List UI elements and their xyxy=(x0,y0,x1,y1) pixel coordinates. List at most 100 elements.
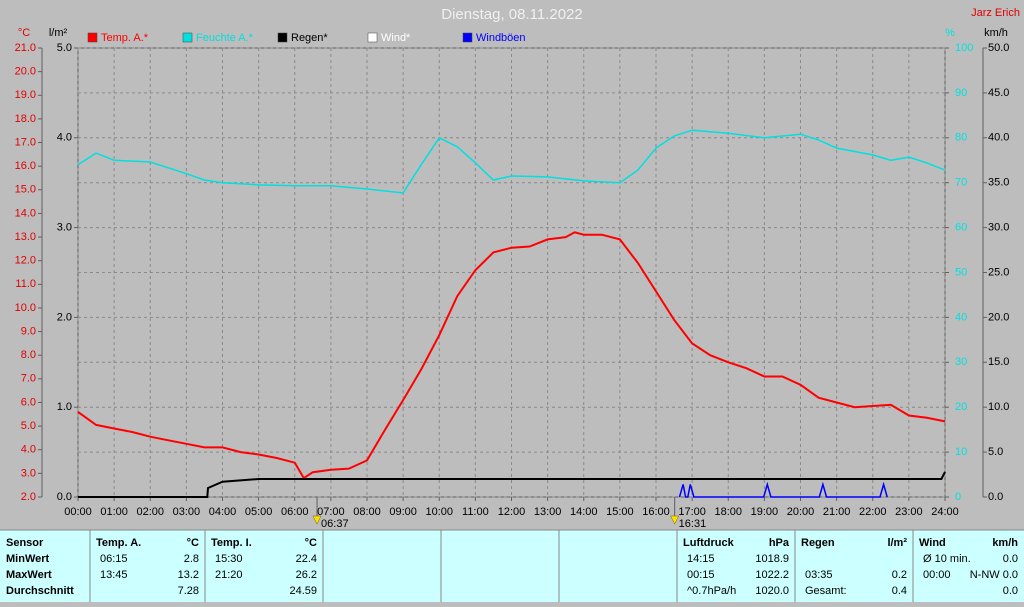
legend-label: Wind* xyxy=(381,32,411,44)
y4ticks-label: 10.0 xyxy=(988,401,1009,413)
y3ticks-label: 0 xyxy=(955,491,961,503)
watermark: Jarz Erich xyxy=(971,7,1020,19)
yticks-label: 20.0 xyxy=(15,66,36,78)
yticks-label: 9.0 xyxy=(21,325,36,337)
x-tick-label: 22:00 xyxy=(859,506,887,518)
x-tick-label: 14:00 xyxy=(570,506,598,518)
table-cell: 00:15 xyxy=(687,569,715,581)
x-tick-label: 07:00 xyxy=(317,506,345,518)
table-cell: 0.4 xyxy=(892,585,907,597)
table-cell: 13.2 xyxy=(178,569,199,581)
y3ticks-label: 60 xyxy=(955,222,967,234)
table-cell: 15:30 xyxy=(215,553,243,565)
table-cell: 00:00 xyxy=(923,569,951,581)
table-cell: 03:35 xyxy=(805,569,833,581)
row-label: Durchschnitt xyxy=(6,585,74,597)
yticks-label: 15.0 xyxy=(15,184,36,196)
table-header: Wind xyxy=(919,537,946,549)
row-label: MaxWert xyxy=(6,569,52,581)
y4ticks-label: 25.0 xyxy=(988,266,1009,278)
table-cell: 26.2 xyxy=(296,569,317,581)
x-tick-label: 08:00 xyxy=(353,506,381,518)
y3ticks-label: 30 xyxy=(955,356,967,368)
y4ticks-label: 5.0 xyxy=(988,446,1003,458)
table-cell: 06:15 xyxy=(100,553,128,565)
row-label: Sensor xyxy=(6,537,44,549)
y4ticks-label: 30.0 xyxy=(988,222,1009,234)
yticks-label: 18.0 xyxy=(15,113,36,125)
legend-label: Regen* xyxy=(291,32,328,44)
axis-unit: % xyxy=(945,27,955,39)
row-label: MinWert xyxy=(6,553,50,565)
table-header: Temp. A. xyxy=(96,537,141,549)
x-tick-label: 10:00 xyxy=(425,506,453,518)
yticks-label: 3.0 xyxy=(21,467,36,479)
x-tick-label: 09:00 xyxy=(389,506,417,518)
y3ticks-label: 70 xyxy=(955,177,967,189)
legend-label: Windböen xyxy=(476,32,526,44)
table-cell: 0.0 xyxy=(1003,585,1018,597)
yticks-label: 19.0 xyxy=(15,89,36,101)
legend-swatch xyxy=(182,32,193,43)
yticks-label: 10.0 xyxy=(15,302,36,314)
y4ticks-label: 0.0 xyxy=(988,491,1003,503)
series-line xyxy=(77,129,946,194)
x-tick-label: 04:00 xyxy=(209,506,237,518)
y3ticks-label: 80 xyxy=(955,132,967,144)
y2ticks-label: 0.0 xyxy=(57,491,72,503)
axis-unit: l/m² xyxy=(49,27,68,39)
legend-swatch xyxy=(367,32,378,43)
x-tick-label: 21:00 xyxy=(823,506,851,518)
y4ticks-label: 15.0 xyxy=(988,356,1009,368)
x-tick-label: 02:00 xyxy=(136,506,164,518)
table-cell: 22.4 xyxy=(296,553,317,565)
x-tick-label: 05:00 xyxy=(245,506,273,518)
x-tick-label: 18:00 xyxy=(714,506,742,518)
table-cell: Gesamt: xyxy=(805,585,847,597)
y4ticks-label: 50.0 xyxy=(988,42,1009,54)
yticks-label: 16.0 xyxy=(15,160,36,172)
sun-marker-label: 16:31 xyxy=(679,518,707,530)
x-tick-label: 15:00 xyxy=(606,506,634,518)
table-header: Temp. I. xyxy=(211,537,252,549)
x-tick-label: 13:00 xyxy=(534,506,562,518)
series-line xyxy=(678,481,888,498)
table-cell: N-NW 0.0 xyxy=(970,569,1018,581)
yticks-label: 13.0 xyxy=(15,231,36,243)
y4ticks-label: 40.0 xyxy=(988,132,1009,144)
y3ticks-label: 20 xyxy=(955,401,967,413)
x-tick-label: 01:00 xyxy=(100,506,128,518)
yticks-label: 12.0 xyxy=(15,255,36,267)
table-cell: 1022.2 xyxy=(755,569,789,581)
y3ticks-label: 50 xyxy=(955,266,967,278)
y2ticks-label: 5.0 xyxy=(57,42,72,54)
x-tick-label: 20:00 xyxy=(787,506,815,518)
y3ticks-label: 100 xyxy=(955,42,973,54)
table-header: Luftdruck xyxy=(683,537,735,549)
x-tick-label: 03:00 xyxy=(173,506,201,518)
series-line xyxy=(77,231,946,480)
x-tick-label: 16:00 xyxy=(642,506,670,518)
table-cell: 7.28 xyxy=(178,585,199,597)
table-cell: ^0.7hPa/h xyxy=(687,585,736,597)
x-tick-label: 23:00 xyxy=(895,506,923,518)
yticks-label: 8.0 xyxy=(21,349,36,361)
table-header: hPa xyxy=(769,537,790,549)
y3ticks-label: 10 xyxy=(955,446,967,458)
table-cell: 0.2 xyxy=(892,569,907,581)
legend-swatch xyxy=(277,32,288,43)
table-header: °C xyxy=(187,537,199,549)
yticks-label: 7.0 xyxy=(21,373,36,385)
y2ticks-label: 4.0 xyxy=(57,132,72,144)
yticks-label: 2.0 xyxy=(21,491,36,503)
table-cell: 1018.9 xyxy=(755,553,789,565)
table-cell: 1020.0 xyxy=(755,585,789,597)
y2ticks-label: 2.0 xyxy=(57,311,72,323)
sun-marker xyxy=(312,515,322,525)
yticks-label: 11.0 xyxy=(15,278,36,290)
y3ticks-label: 90 xyxy=(955,87,967,99)
x-tick-label: 24:00 xyxy=(931,506,959,518)
y2ticks-label: 3.0 xyxy=(57,222,72,234)
table-cell: 2.8 xyxy=(184,553,199,565)
